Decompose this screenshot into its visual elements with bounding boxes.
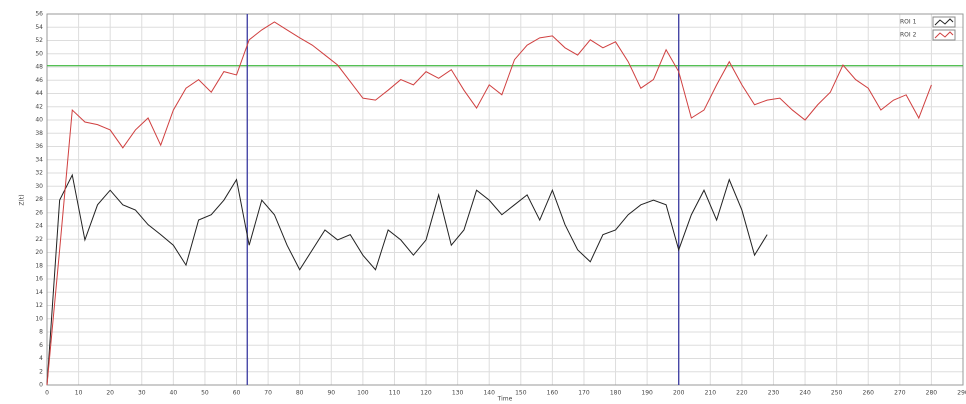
y-tick-label: 2	[39, 368, 43, 375]
y-tick-label: 0	[39, 382, 43, 389]
x-tick-label: 50	[201, 390, 209, 397]
x-tick-label: 150	[515, 390, 527, 397]
x-tick-label: 180	[610, 390, 622, 397]
x-tick-label: 30	[138, 390, 146, 397]
legend-swatch-box	[932, 29, 956, 41]
y-tick-label: 12	[35, 302, 43, 309]
y-tick-label: 42	[35, 103, 43, 110]
y-tick-label: 52	[35, 37, 43, 44]
x-tick-label: 110	[389, 390, 401, 397]
y-tick-label: 10	[35, 315, 43, 322]
x-tick-label: 240	[799, 390, 811, 397]
x-tick-label: 220	[736, 390, 748, 397]
legend-swatch	[934, 31, 954, 39]
series-line	[46, 21, 932, 386]
x-tick-label: 250	[831, 390, 843, 397]
y-tick-label: 38	[35, 130, 43, 137]
y-tick-label: 8	[39, 329, 43, 336]
y-tick-label: 22	[35, 236, 43, 243]
y-tick-label: 24	[35, 223, 43, 230]
y-tick-label: 16	[35, 276, 43, 283]
x-tick-label: 60	[233, 390, 241, 397]
x-tick-label: 80	[296, 390, 304, 397]
y-tick-label: 14	[35, 289, 43, 296]
y-tick-label: 28	[35, 196, 43, 203]
x-tick-label: 0	[45, 390, 49, 397]
y-axis-label: Z(t)	[19, 194, 26, 205]
y-tick-label: 18	[35, 262, 43, 269]
y-tick-label: 44	[35, 90, 43, 97]
y-tick-label: 36	[35, 143, 43, 150]
x-tick-label: 10	[75, 390, 83, 397]
x-tick-label: 210	[705, 390, 717, 397]
x-tick-label: 140	[483, 390, 495, 397]
x-tick-label: 170	[578, 390, 590, 397]
x-tick-label: 160	[547, 390, 559, 397]
x-tick-label: 260	[863, 390, 875, 397]
y-tick-label: 32	[35, 170, 43, 177]
x-tick-label: 70	[264, 390, 272, 397]
y-tick-label: 4	[39, 355, 43, 362]
x-tick-label: 40	[170, 390, 178, 397]
y-tick-label: 46	[35, 77, 43, 84]
x-tick-label: 190	[641, 390, 653, 397]
y-tick-label: 30	[35, 183, 43, 190]
y-tick-label: 20	[35, 249, 43, 256]
x-tick-label: 200	[673, 390, 685, 397]
x-tick-label: 230	[768, 390, 780, 397]
series-line	[46, 173, 768, 386]
x-axis-label: Time	[497, 396, 513, 403]
x-tick-label: 100	[357, 390, 369, 397]
x-tick-label: 270	[894, 390, 906, 397]
y-tick-label: 48	[35, 64, 43, 71]
y-tick-label: 54	[35, 24, 43, 31]
y-tick-label: 40	[35, 117, 43, 124]
y-tick-label: 56	[35, 11, 43, 18]
y-tick-label: 50	[35, 50, 43, 57]
legend-swatch	[934, 18, 954, 26]
plot-frame	[46, 13, 964, 386]
x-tick-label: 120	[420, 390, 432, 397]
legend-swatch-box	[932, 16, 956, 28]
y-tick-label: 6	[39, 342, 43, 349]
legend-label: ROI 2	[900, 32, 917, 39]
x-tick-label: 280	[926, 390, 938, 397]
legend-label: ROI 1	[900, 19, 917, 26]
x-tick-label: 290	[957, 390, 966, 397]
x-tick-label: 130	[452, 390, 464, 397]
x-tick-label: 20	[106, 390, 114, 397]
x-tick-label: 90	[327, 390, 335, 397]
y-tick-label: 34	[35, 156, 43, 163]
y-tick-label: 26	[35, 209, 43, 216]
